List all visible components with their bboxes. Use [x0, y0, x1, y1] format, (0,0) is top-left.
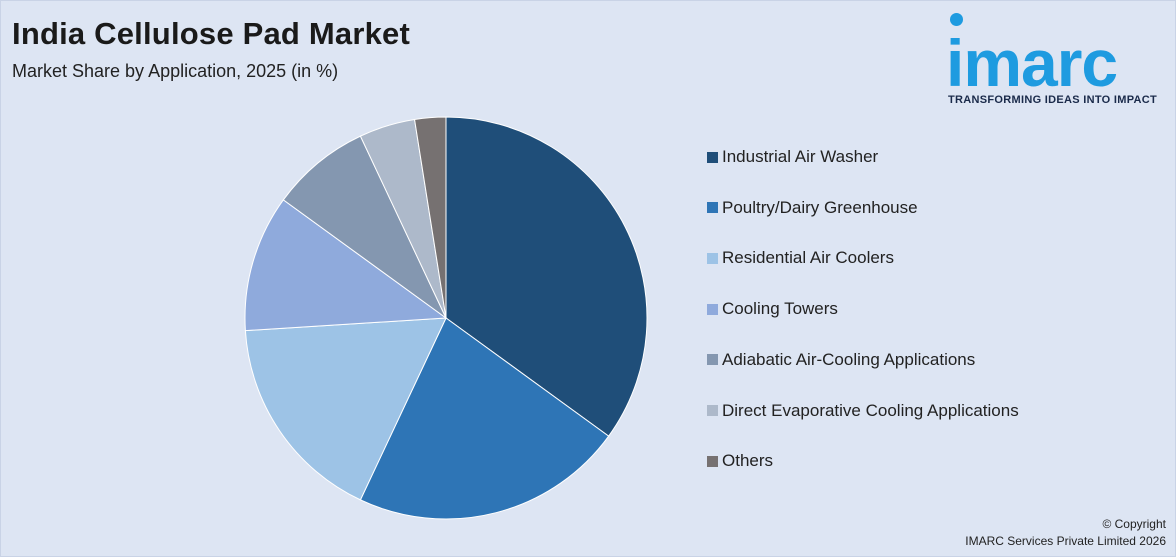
legend-item: Residential Air Coolers [707, 247, 894, 269]
chart-title: India Cellulose Pad Market [12, 16, 410, 51]
logo-dot [950, 13, 963, 26]
legend-label: Adiabatic Air-Cooling Applications [722, 349, 976, 369]
legend-label: Poultry/Dairy Greenhouse [722, 197, 918, 217]
company-line: IMARC Services Private Limited 2026 [965, 534, 1166, 548]
legend-item: Industrial Air Washer [707, 146, 878, 168]
legend-label: Others [722, 451, 774, 471]
pie-slice-7 [413, 116, 447, 319]
legend-swatch [707, 202, 718, 214]
pie-slice-1 [445, 116, 648, 437]
pie-slice-3 [244, 317, 447, 501]
pie-chart [244, 116, 648, 520]
pie-slice-5 [282, 135, 447, 319]
legend-swatch [707, 354, 718, 366]
legend-label: Residential Air Coolers [722, 248, 894, 268]
legend-label: Cooling Towers [722, 299, 838, 319]
legend-item: Adiabatic Air-Cooling Applications [707, 349, 975, 371]
legend-label: Direct Evaporative Cooling Applications [722, 400, 1019, 420]
copyright-line: © Copyright [1102, 517, 1166, 531]
pie-slice-4 [244, 199, 448, 332]
legend-swatch [707, 455, 718, 467]
logo-wordmark: imarc [946, 26, 1118, 100]
imarc-logo: imarc TRANSFORMING IDEAS INTO IMPACT [946, 12, 1170, 108]
logo-tagline: TRANSFORMING IDEAS INTO IMPACT [948, 94, 1158, 106]
legend-swatch [707, 252, 718, 264]
legend-item: Cooling Towers [707, 298, 838, 320]
legend-swatch [707, 303, 718, 315]
legend-item: Others [707, 450, 773, 472]
copyright-notice: © Copyright IMARC Services Private Limit… [965, 516, 1166, 550]
legend-label: Industrial Air Washer [722, 147, 879, 166]
legend-item: Poultry/Dairy Greenhouse [707, 197, 918, 219]
legend-item: Direct Evaporative Cooling Applications [707, 400, 1019, 422]
chart-subtitle: Market Share by Application, 2025 (in %) [12, 61, 339, 81]
legend-swatch [707, 151, 718, 163]
legend-swatch [707, 405, 718, 416]
